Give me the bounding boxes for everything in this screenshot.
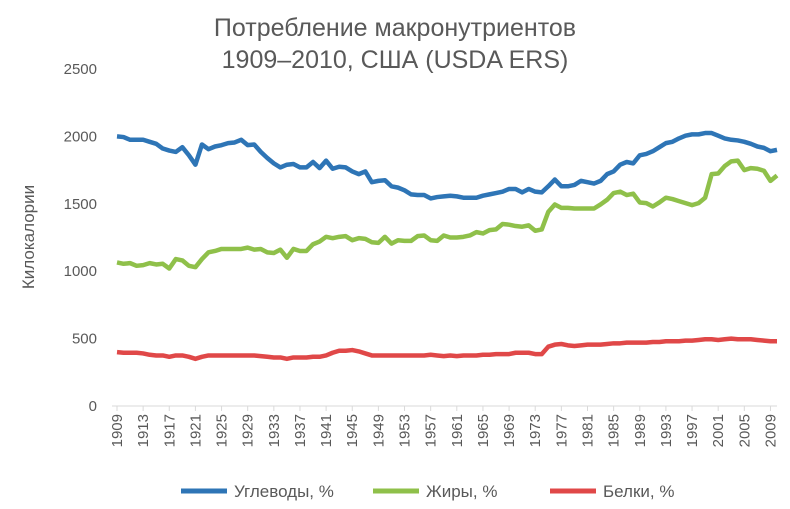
x-tick-label: 1977	[553, 414, 570, 447]
legend-label: Жиры, %	[426, 482, 497, 501]
chart-title: Потребление макронутриентов	[214, 14, 576, 42]
data-line	[116, 158, 779, 271]
y-tick-label: 1000	[64, 263, 97, 280]
y-tick-label: 1500	[64, 196, 97, 213]
x-tick-label: 1937	[292, 414, 309, 447]
x-tick-label: 1989	[632, 414, 649, 447]
x-tick-label: 1917	[161, 414, 178, 447]
y-tick-label: 2500	[64, 61, 97, 78]
x-tick-label: 1993	[658, 414, 675, 447]
x-tick-label: 1949	[370, 414, 387, 447]
x-tick-label: 2009	[762, 414, 779, 447]
data-line	[116, 130, 778, 201]
y-tick-label: 0	[89, 398, 97, 415]
x-tick-label: 1933	[266, 414, 283, 447]
x-tick-label: 2005	[736, 414, 753, 447]
x-tick-label: 1985	[606, 414, 623, 447]
data-line	[116, 336, 777, 362]
x-tick-label: 1925	[214, 414, 231, 447]
x-tick-label: 1909	[109, 414, 126, 447]
x-tick-label: 1921	[187, 414, 204, 447]
x-tick-label: 1981	[579, 414, 596, 447]
x-tick-label: 1997	[684, 414, 701, 447]
y-tick-label: 500	[72, 331, 97, 348]
x-tick-label: 1969	[501, 414, 518, 447]
x-tick-label: 1941	[318, 414, 335, 447]
x-tick-label: 1913	[135, 414, 152, 447]
y-tick-label: 2000	[64, 128, 97, 145]
x-tick-label: 1945	[344, 414, 361, 447]
x-tick-label: 1973	[527, 414, 544, 447]
x-tick-label: 1953	[397, 414, 414, 447]
x-tick-label: 1961	[449, 414, 466, 447]
legend-label: Белки, %	[603, 482, 674, 501]
legend-label: Углеводы, %	[234, 482, 334, 501]
y-axis-label: Килокалории	[19, 185, 38, 289]
x-tick-label: 1929	[240, 414, 257, 447]
x-tick-label: 1957	[423, 414, 440, 447]
x-tick-label: 2001	[710, 414, 727, 447]
chart-title: 1909–2010, США (USDA ERS)	[222, 46, 569, 74]
x-tick-label: 1965	[475, 414, 492, 447]
